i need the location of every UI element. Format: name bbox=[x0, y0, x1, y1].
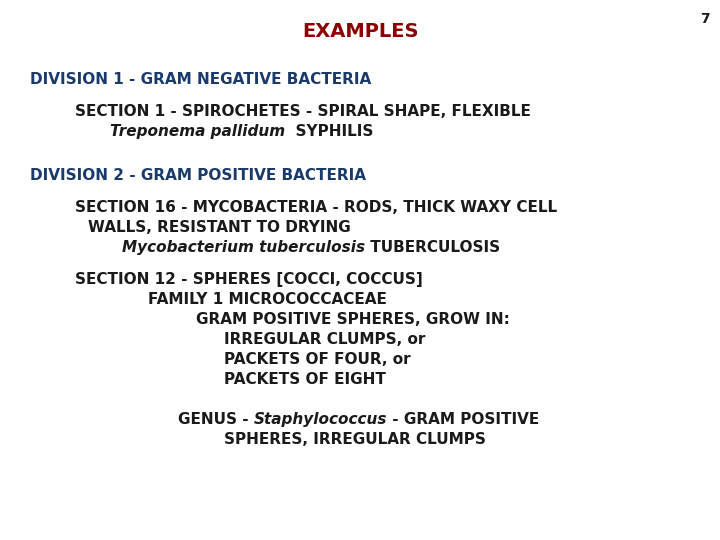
Text: TUBERCULOSIS: TUBERCULOSIS bbox=[365, 240, 500, 255]
Text: GRAM POSITIVE SPHERES, GROW IN:: GRAM POSITIVE SPHERES, GROW IN: bbox=[196, 312, 510, 327]
Text: - GRAM POSITIVE: - GRAM POSITIVE bbox=[387, 412, 539, 427]
Text: PACKETS OF EIGHT: PACKETS OF EIGHT bbox=[224, 372, 386, 387]
Text: DIVISION 1 - GRAM NEGATIVE BACTERIA: DIVISION 1 - GRAM NEGATIVE BACTERIA bbox=[30, 72, 372, 87]
Text: 7: 7 bbox=[701, 12, 710, 26]
Text: DIVISION 2 - GRAM POSITIVE BACTERIA: DIVISION 2 - GRAM POSITIVE BACTERIA bbox=[30, 168, 366, 183]
Text: SECTION 16 - MYCOBACTERIA - RODS, THICK WAXY CELL: SECTION 16 - MYCOBACTERIA - RODS, THICK … bbox=[75, 200, 557, 215]
Text: SECTION 1 - SPIROCHETES - SPIRAL SHAPE, FLEXIBLE: SECTION 1 - SPIROCHETES - SPIRAL SHAPE, … bbox=[75, 104, 531, 119]
Text: Staphylococcus: Staphylococcus bbox=[254, 412, 387, 427]
Text: Mycobacterium tuberculosis: Mycobacterium tuberculosis bbox=[122, 240, 365, 255]
Text: WALLS, RESISTANT TO DRYING: WALLS, RESISTANT TO DRYING bbox=[88, 220, 351, 235]
Text: IRREGULAR CLUMPS, or: IRREGULAR CLUMPS, or bbox=[224, 332, 426, 347]
Text: GENUS -: GENUS - bbox=[178, 412, 254, 427]
Text: Treponema pallidum: Treponema pallidum bbox=[110, 124, 285, 139]
Text: SYPHILIS: SYPHILIS bbox=[285, 124, 374, 139]
Text: SPHERES, IRREGULAR CLUMPS: SPHERES, IRREGULAR CLUMPS bbox=[224, 432, 486, 447]
Text: SECTION 12 - SPHERES [COCCI, COCCUS]: SECTION 12 - SPHERES [COCCI, COCCUS] bbox=[75, 272, 423, 287]
Text: EXAMPLES: EXAMPLES bbox=[302, 22, 418, 41]
Text: FAMILY 1 MICROCOCCACEAE: FAMILY 1 MICROCOCCACEAE bbox=[148, 292, 387, 307]
Text: PACKETS OF FOUR, or: PACKETS OF FOUR, or bbox=[224, 352, 410, 367]
